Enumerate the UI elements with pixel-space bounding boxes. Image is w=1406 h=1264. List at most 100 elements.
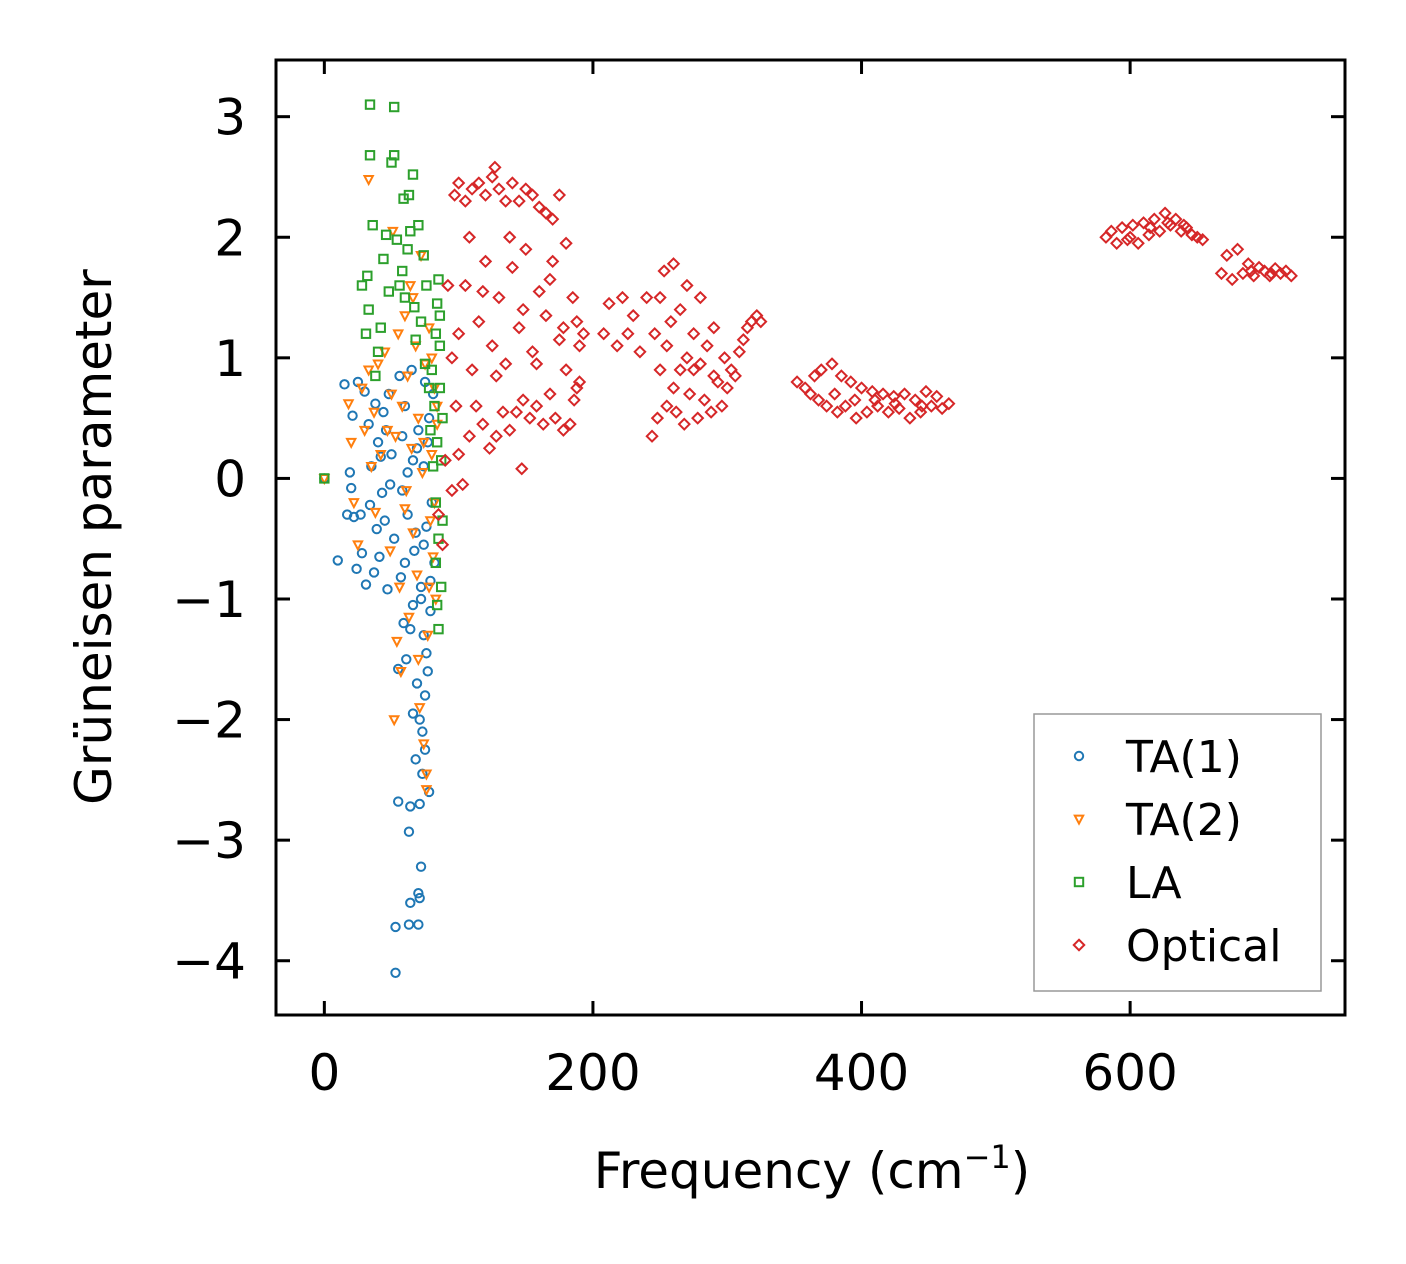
data-point	[356, 383, 368, 395]
y-tick-label: −3	[172, 812, 246, 870]
data-point	[720, 381, 734, 395]
data-point	[394, 370, 405, 382]
data-point	[881, 405, 896, 419]
x-tick-label: 400	[814, 1044, 909, 1102]
data-point	[1110, 236, 1124, 250]
data-point	[736, 333, 751, 347]
data-point	[1142, 228, 1156, 242]
data-point	[648, 327, 662, 341]
data-point	[543, 387, 557, 401]
data-point	[532, 200, 546, 214]
data-point	[825, 357, 839, 371]
data-point	[364, 150, 376, 161]
legend-entry: LA	[1073, 858, 1182, 909]
legend-marker	[1073, 814, 1085, 826]
data-point	[1177, 218, 1191, 232]
legend-marker	[1073, 750, 1085, 762]
data-point	[666, 381, 681, 395]
data-point	[704, 405, 718, 419]
data-point	[1169, 212, 1183, 226]
data-point	[386, 157, 397, 168]
data-point	[421, 648, 432, 659]
data-point	[445, 483, 459, 498]
y-axis-ticks: 3 2 1 0 −1 −2 −3 −4	[172, 89, 1345, 991]
data-point	[393, 796, 404, 807]
data-point	[903, 411, 917, 425]
data-point	[356, 280, 368, 291]
legend-label: LA	[1126, 858, 1182, 909]
data-point	[488, 160, 502, 174]
data-point	[413, 888, 424, 899]
data-point	[407, 599, 419, 611]
data-point	[423, 412, 435, 424]
data-point	[516, 302, 530, 317]
data-point	[388, 715, 401, 727]
data-point	[489, 429, 503, 443]
data-point	[639, 290, 654, 305]
y-axis-label: Grüneisen parameter	[65, 269, 123, 805]
data-point	[754, 314, 768, 329]
data-point	[1136, 216, 1151, 230]
data-point	[660, 399, 674, 413]
data-point	[633, 345, 647, 359]
data-point	[876, 387, 890, 401]
data-point	[392, 329, 405, 341]
data-point	[422, 666, 433, 677]
data-point	[372, 359, 384, 371]
data-point	[396, 401, 409, 413]
data-point	[405, 897, 416, 909]
data-point	[653, 363, 667, 377]
data-point	[383, 286, 395, 297]
data-point	[405, 226, 416, 237]
data-point	[653, 290, 667, 305]
data-point	[566, 290, 580, 305]
data-point	[371, 523, 382, 535]
data-point	[449, 399, 463, 413]
data-point	[435, 538, 450, 552]
data-point	[1143, 220, 1157, 235]
data-point	[356, 547, 368, 559]
data-point	[728, 369, 742, 383]
y-tick-label: −2	[172, 692, 246, 750]
data-point	[413, 919, 424, 930]
data-point	[811, 393, 826, 407]
data-point	[435, 581, 447, 593]
data-point	[423, 382, 435, 394]
data-point	[399, 311, 411, 323]
data-point	[505, 260, 520, 275]
data-point	[543, 272, 557, 287]
data-point	[364, 99, 376, 110]
data-point	[345, 437, 358, 450]
data-point	[621, 327, 635, 341]
data-point	[367, 219, 378, 231]
data-point	[413, 424, 424, 436]
data-point	[402, 244, 413, 255]
data-point	[413, 703, 426, 715]
data-point	[602, 296, 616, 311]
data-point	[429, 594, 442, 606]
data-point	[525, 345, 540, 359]
data-point	[492, 290, 506, 305]
data-point	[897, 387, 912, 401]
data-point	[344, 467, 356, 478]
data-point	[386, 449, 397, 460]
data-point	[476, 417, 490, 431]
data-point	[407, 528, 419, 540]
data-point	[385, 389, 398, 401]
data-point	[372, 346, 384, 358]
data-point	[451, 327, 466, 341]
data-point	[942, 396, 956, 411]
data-point	[416, 468, 429, 480]
data-point	[1126, 218, 1140, 232]
data-point	[414, 892, 425, 904]
data-point	[426, 364, 437, 376]
data-point	[503, 230, 517, 244]
data-point	[382, 584, 393, 595]
data-point	[410, 334, 421, 345]
legend-marker	[1072, 938, 1086, 952]
data-point	[545, 254, 560, 269]
data-point	[348, 498, 360, 510]
data-point	[498, 194, 513, 208]
data-point	[423, 323, 435, 335]
data-point	[441, 278, 455, 293]
